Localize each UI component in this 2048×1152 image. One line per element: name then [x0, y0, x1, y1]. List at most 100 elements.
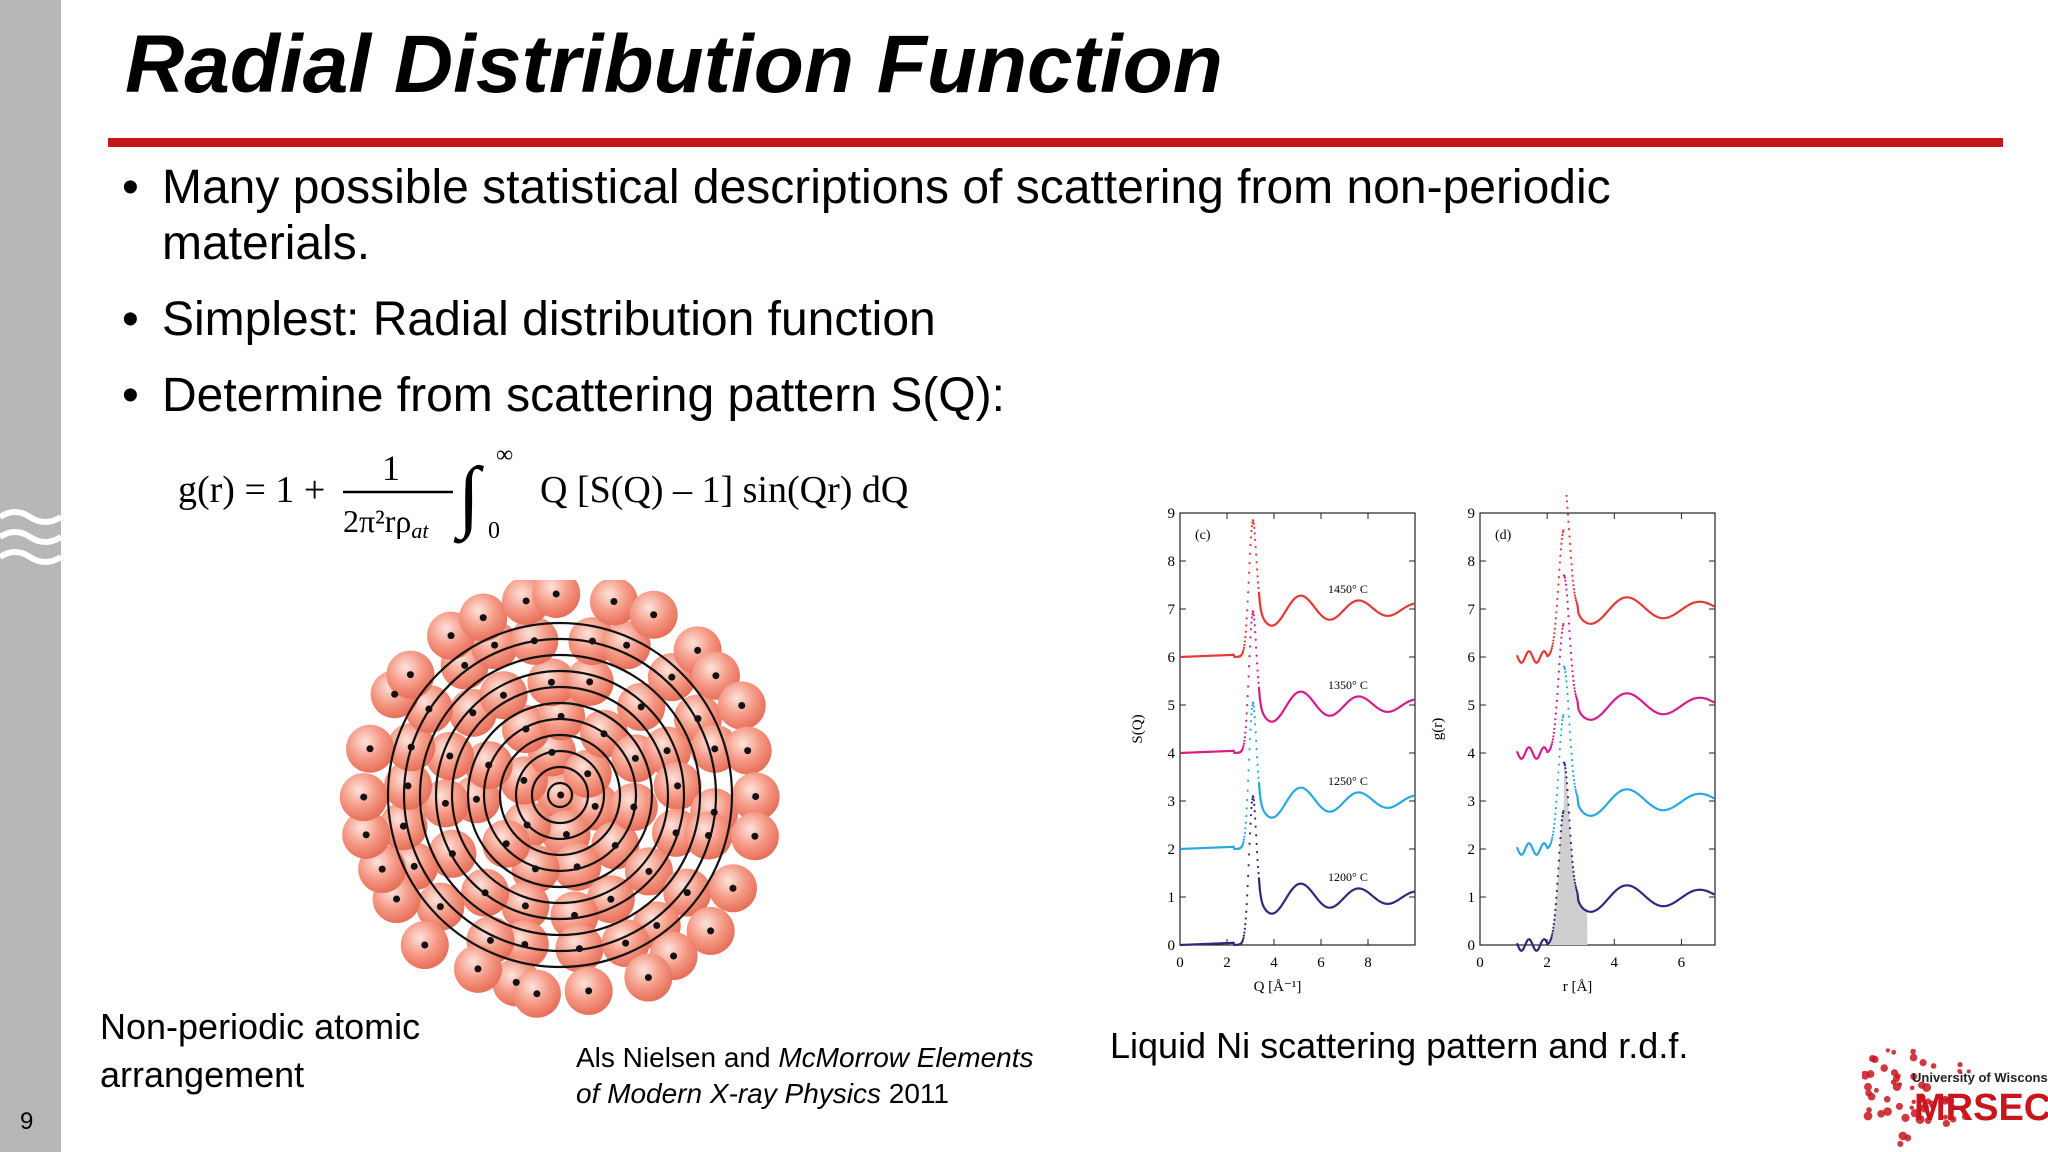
atom-center [521, 902, 529, 910]
logo-dot [1898, 1131, 1908, 1141]
atom-center [421, 941, 429, 949]
series-line [1179, 701, 1416, 851]
citation: Als Nielsen and McMorrow Elements of Mod… [576, 1042, 1034, 1109]
logo-dot [1910, 1109, 1920, 1118]
bullet-text: Determine from scattering pattern S(Q): [162, 369, 1005, 422]
series-line [1515, 574, 1715, 760]
rdf-formula: g(r) = 1 + 1 2π²rρat ∫ ∞ 0 Q [S(Q) – 1] … [178, 442, 908, 544]
series-label: 1450° C [1328, 582, 1368, 596]
y-tick-label: 0 [1468, 938, 1476, 954]
atom-center [610, 598, 618, 606]
atom-center [446, 752, 454, 760]
distance-ring [450, 685, 670, 905]
logo-dot [1883, 1107, 1892, 1116]
atom-center [486, 936, 494, 944]
bullet-item: • Determine from scattering pattern S(Q): [122, 369, 1005, 422]
integral-lower: 0 [488, 518, 500, 544]
logo-dot [1948, 1098, 1955, 1104]
logo-dot [1909, 1053, 1918, 1062]
atom-center [547, 678, 555, 686]
atom-center [391, 690, 399, 698]
atom-center [378, 865, 386, 873]
atom-center [479, 614, 487, 622]
logo-dot [1922, 1083, 1932, 1092]
formula-numerator: 1 [382, 448, 400, 488]
distance-ring [546, 781, 574, 809]
logo-dot [1948, 1104, 1956, 1111]
logo-dot [1866, 1107, 1872, 1113]
series-line [1515, 495, 1715, 664]
logo-dot [1880, 1064, 1888, 1072]
y-tick-label: 2 [1468, 842, 1476, 858]
y-tick-label: 3 [1468, 794, 1476, 810]
y-tick-label: 8 [1468, 554, 1476, 570]
distance-ring [434, 669, 686, 921]
atom-center [729, 884, 737, 892]
distance-ring [386, 621, 734, 969]
x-tick-label: 4 [1611, 955, 1619, 971]
x-axis-label: Q [Å⁻¹] [1254, 979, 1302, 995]
plot-frame [1479, 512, 1716, 946]
panel-label: (c) [1195, 528, 1211, 543]
atom-center [557, 791, 565, 799]
logo-dot [1877, 1110, 1885, 1118]
atom-center [562, 831, 570, 839]
atom-center [631, 754, 639, 762]
y-tick-label: 9 [1168, 506, 1176, 522]
logo-dot [1891, 1049, 1897, 1055]
atom-center [607, 895, 615, 903]
bullet-item: • Simplest: Radial distribution function [122, 293, 936, 346]
y-tick-label: 7 [1468, 602, 1476, 618]
atom-center [436, 903, 444, 911]
atom-center [441, 799, 449, 807]
atom-center [552, 590, 560, 598]
y-tick-label: 0 [1168, 938, 1176, 954]
atom-center [711, 745, 719, 753]
bullet-item: • Many possible statistical descriptions … [122, 161, 1611, 270]
x-tick-label: 6 [1678, 955, 1686, 971]
y-tick-label: 8 [1168, 554, 1176, 570]
atom-center [674, 782, 682, 790]
x-tick-label: 4 [1270, 955, 1278, 971]
y-tick-label: 5 [1168, 698, 1176, 714]
atom-center [707, 927, 715, 935]
x-tick-label: 8 [1364, 955, 1372, 971]
atom-center [491, 641, 499, 649]
page-title: Radial Distribution Function [125, 19, 1223, 110]
atom-center [404, 782, 412, 790]
logo-dot [1957, 1062, 1963, 1068]
logo-dot [1919, 1059, 1927, 1067]
series-label: 1200° C [1328, 870, 1368, 884]
logo-dot [1910, 1073, 1918, 1081]
atom-center [591, 802, 599, 810]
atom-center [366, 745, 374, 753]
logo-dot [1867, 1092, 1876, 1101]
atom-center [622, 939, 630, 947]
atom-center [668, 673, 676, 681]
logo-dot [1911, 1099, 1916, 1105]
atom-center [623, 641, 631, 649]
formula-integrand: Q [S(Q) – 1] sin(Qr) dQ [540, 469, 908, 511]
atom-center [393, 895, 401, 903]
atom-center [499, 691, 507, 699]
panel-label: (d) [1495, 528, 1512, 543]
logo-dot [1871, 1055, 1879, 1064]
logo-dot [1942, 1114, 1949, 1120]
x-tick-label: 0 [1176, 955, 1184, 971]
y-tick-label: 5 [1468, 698, 1476, 714]
slide-number: 9 [20, 1108, 34, 1135]
y-tick-label: 4 [1168, 746, 1176, 762]
logo-dot [1916, 1093, 1926, 1103]
distance-ring [498, 733, 622, 857]
atom-center [653, 921, 661, 929]
integral-upper: ∞ [496, 442, 513, 468]
logo-dot [1915, 1114, 1925, 1124]
series-label: 1350° C [1328, 678, 1368, 692]
atom-center [461, 661, 469, 669]
y-tick-label: 7 [1168, 602, 1176, 618]
logo-dot [1929, 1103, 1935, 1109]
x-tick-label: 6 [1317, 955, 1325, 971]
atom-center [585, 987, 593, 995]
logo-dot [1892, 1075, 1900, 1083]
logo-dot [1873, 1087, 1879, 1093]
